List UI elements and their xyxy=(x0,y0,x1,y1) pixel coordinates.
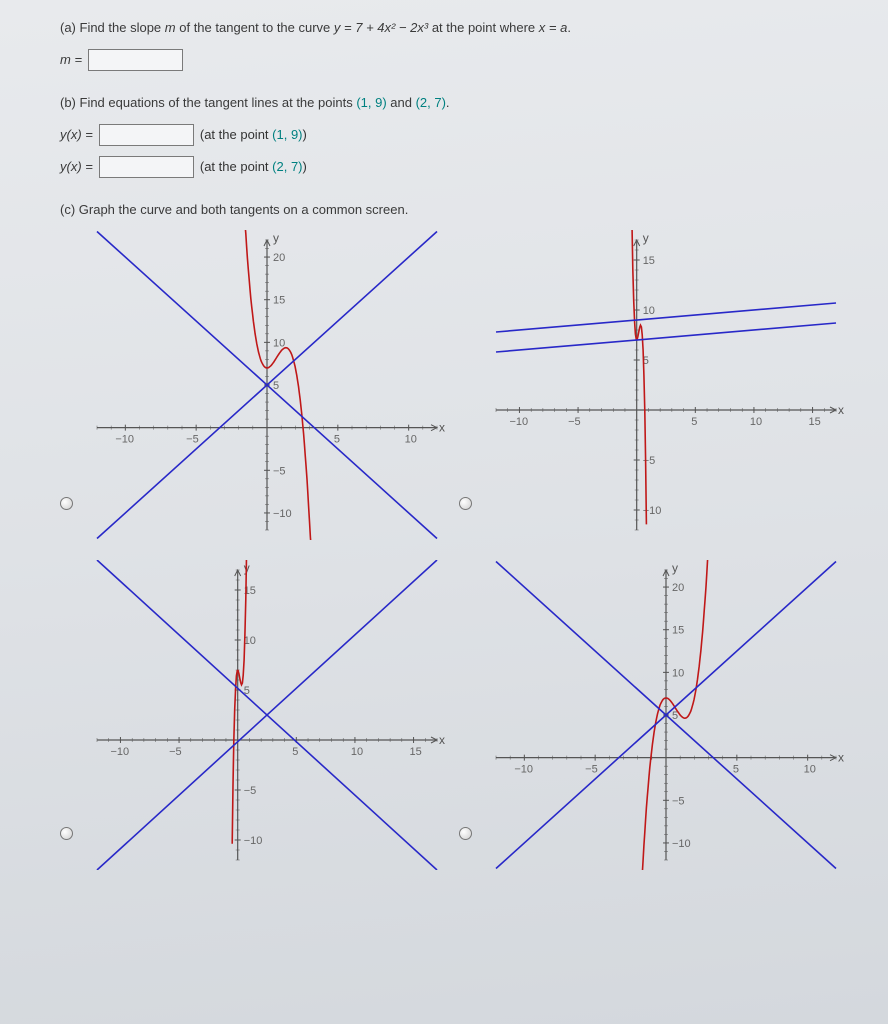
svg-text:−10: −10 xyxy=(672,838,691,850)
svg-text:−10: −10 xyxy=(110,746,129,758)
graph-2: xy−10−551015−10−551015 xyxy=(486,230,846,540)
svg-text:5: 5 xyxy=(334,434,340,446)
graph-option-2: xy−10−551015−10−551015 xyxy=(459,230,858,540)
part-a-answer-row: m = xyxy=(60,49,858,71)
var-m: m xyxy=(165,20,176,35)
part-b-prompt: (b) Find equations of the tangent lines … xyxy=(60,93,858,114)
svg-text:−10: −10 xyxy=(115,434,134,446)
part-c-prompt: (c) Graph the curve and both tangents on… xyxy=(60,200,858,221)
svg-text:10: 10 xyxy=(643,305,655,317)
svg-text:x: x xyxy=(439,733,445,747)
point-2: (2, 7) xyxy=(416,95,446,110)
svg-text:15: 15 xyxy=(672,625,684,637)
graph-grid: x y −10 −5 5 10 −10 −5 5 10 15 20 x y −10 −5 5 10 15 −10 −5… xyxy=(60,230,858,870)
radio-option-3[interactable] xyxy=(60,827,73,840)
svg-text:−5: −5 xyxy=(568,416,581,428)
svg-text:−5: −5 xyxy=(186,434,199,446)
svg-text:y: y xyxy=(643,231,649,245)
graph-4: xy−10−5510−10−55101520 xyxy=(486,560,846,870)
svg-text:20: 20 xyxy=(273,252,285,264)
svg-text:y: y xyxy=(273,231,279,245)
svg-text:−5: −5 xyxy=(244,785,257,797)
svg-text:5: 5 xyxy=(691,416,697,428)
svg-text:10: 10 xyxy=(750,416,762,428)
text: and xyxy=(387,95,416,110)
svg-text:−5: −5 xyxy=(585,764,598,776)
worksheet: (a) Find the slope m of the tangent to t… xyxy=(0,0,888,1024)
text: . xyxy=(567,20,571,35)
svg-text:−5: −5 xyxy=(672,796,685,808)
svg-text:15: 15 xyxy=(410,746,422,758)
svg-text:x: x xyxy=(838,751,844,765)
graph-1: xy−10−5510−10−55101520 xyxy=(87,230,447,540)
svg-text:y: y xyxy=(672,561,678,575)
svg-text:−10: −10 xyxy=(509,416,528,428)
svg-text:20: 20 xyxy=(672,582,684,594)
text: (b) Find equations of the tangent lines … xyxy=(60,95,356,110)
svg-text:−5: −5 xyxy=(273,466,286,478)
svg-text:−5: −5 xyxy=(643,455,656,467)
radio-option-2[interactable] xyxy=(459,497,472,510)
svg-text:−10: −10 xyxy=(273,508,292,520)
where: x = a xyxy=(539,20,568,35)
svg-text:15: 15 xyxy=(643,255,655,267)
yx-label: y(x) = xyxy=(60,127,93,142)
radio-option-1[interactable] xyxy=(60,497,73,510)
svg-text:−10: −10 xyxy=(244,835,263,847)
svg-text:5: 5 xyxy=(292,746,298,758)
m-label: m = xyxy=(60,52,82,67)
svg-text:x: x xyxy=(838,403,844,417)
svg-text:10: 10 xyxy=(405,434,417,446)
svg-text:10: 10 xyxy=(351,746,363,758)
graph-option-1: xy−10−5510−10−55101520 xyxy=(60,230,459,540)
point-1: (1, 9) xyxy=(356,95,386,110)
part-b-row-1: y(x) = (at the point (1, 9)) xyxy=(60,124,858,146)
svg-text:10: 10 xyxy=(672,668,684,680)
svg-text:−10: −10 xyxy=(514,764,533,776)
svg-text:10: 10 xyxy=(804,764,816,776)
m-input[interactable] xyxy=(88,49,183,71)
paren: (at the point (1, 9)) xyxy=(200,127,307,142)
svg-text:5: 5 xyxy=(733,764,739,776)
graph-option-4: xy−10−5510−10−55101520 xyxy=(459,560,858,870)
svg-text:15: 15 xyxy=(809,416,821,428)
yx-label: y(x) = xyxy=(60,159,93,174)
svg-text:x: x xyxy=(439,421,445,435)
text: of the tangent to the curve xyxy=(176,20,334,35)
graph-3: xy−10−551015−10−551015 xyxy=(87,560,447,870)
svg-text:15: 15 xyxy=(273,295,285,307)
yx-input-1[interactable] xyxy=(99,124,194,146)
text: . xyxy=(446,95,450,110)
part-a-prompt: (a) Find the slope m of the tangent to t… xyxy=(60,18,858,39)
part-b-row-2: y(x) = (at the point (2, 7)) xyxy=(60,156,858,178)
paren: (at the point (2, 7)) xyxy=(200,159,307,174)
yx-input-2[interactable] xyxy=(99,156,194,178)
text: (a) Find the slope xyxy=(60,20,165,35)
text: at the point where xyxy=(428,20,539,35)
graph-option-3: xy−10−551015−10−551015 xyxy=(60,560,459,870)
equation: y = 7 + 4x² − 2x³ xyxy=(334,20,428,35)
svg-text:−5: −5 xyxy=(169,746,182,758)
radio-option-4[interactable] xyxy=(459,827,472,840)
svg-text:10: 10 xyxy=(273,338,285,350)
